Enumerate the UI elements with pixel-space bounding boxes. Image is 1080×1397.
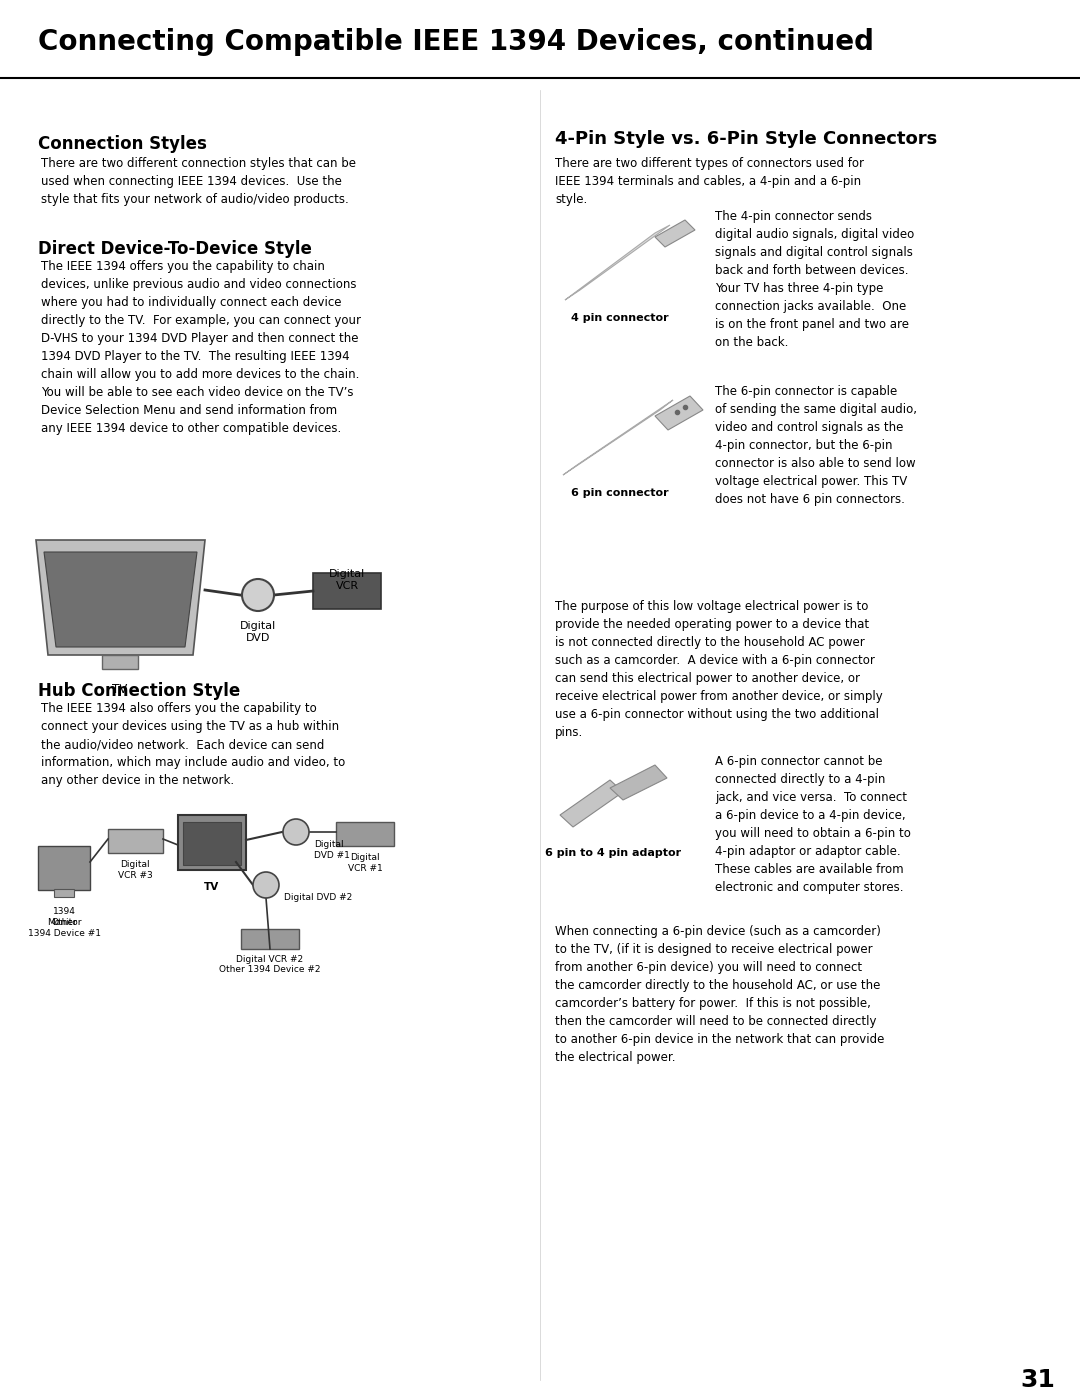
FancyBboxPatch shape	[108, 828, 163, 854]
FancyBboxPatch shape	[183, 821, 241, 865]
FancyBboxPatch shape	[178, 814, 246, 870]
FancyBboxPatch shape	[54, 888, 75, 897]
Text: The 6-pin connector is capable
of sending the same digital audio,
video and cont: The 6-pin connector is capable of sendin…	[715, 386, 917, 506]
Text: There are two different connection styles that can be
used when connecting IEEE : There are two different connection style…	[41, 156, 356, 205]
FancyBboxPatch shape	[336, 821, 394, 847]
Text: Other 1394 Device #2: Other 1394 Device #2	[219, 965, 321, 974]
Text: Hub Connection Style: Hub Connection Style	[38, 682, 240, 700]
Polygon shape	[36, 541, 205, 655]
Text: Connection Styles: Connection Styles	[38, 136, 207, 154]
FancyBboxPatch shape	[102, 655, 138, 669]
Circle shape	[242, 578, 274, 610]
Text: 4-Pin Style vs. 6-Pin Style Connectors: 4-Pin Style vs. 6-Pin Style Connectors	[555, 130, 937, 148]
Polygon shape	[561, 780, 623, 827]
Text: Connecting Compatible IEEE 1394 Devices, continued: Connecting Compatible IEEE 1394 Devices,…	[38, 28, 874, 56]
Text: 1394
Monitor: 1394 Monitor	[46, 907, 81, 928]
Text: 31: 31	[1021, 1368, 1055, 1391]
Polygon shape	[563, 400, 673, 475]
Text: Digital VCR #2: Digital VCR #2	[237, 956, 303, 964]
Text: Digital DVD #2: Digital DVD #2	[284, 893, 352, 902]
Text: TV: TV	[204, 882, 219, 893]
Text: Digital
VCR: Digital VCR	[329, 569, 365, 591]
Text: When connecting a 6-pin device (such as a camcorder)
to the TV, (if it is design: When connecting a 6-pin device (such as …	[555, 925, 885, 1065]
FancyBboxPatch shape	[38, 847, 90, 890]
Text: The IEEE 1394 also offers you the capability to
connect your devices using the T: The IEEE 1394 also offers you the capabi…	[41, 703, 346, 787]
Text: 6 pin connector: 6 pin connector	[571, 488, 669, 497]
Text: Digital
DVD #1: Digital DVD #1	[314, 840, 350, 861]
Text: The purpose of this low voltage electrical power is to
provide the needed operat: The purpose of this low voltage electric…	[555, 599, 882, 739]
Text: The IEEE 1394 offers you the capability to chain
devices, unlike previous audio : The IEEE 1394 offers you the capability …	[41, 260, 361, 434]
Text: 6 pin to 4 pin adaptor: 6 pin to 4 pin adaptor	[545, 848, 681, 858]
Polygon shape	[565, 225, 670, 300]
Text: Digital
VCR #3: Digital VCR #3	[118, 861, 152, 880]
Text: 4 pin connector: 4 pin connector	[571, 313, 669, 323]
Text: There are two different types of connectors used for
IEEE 1394 terminals and cab: There are two different types of connect…	[555, 156, 864, 205]
Circle shape	[283, 819, 309, 845]
Polygon shape	[654, 395, 703, 430]
Text: Other
1394 Device #1: Other 1394 Device #1	[27, 918, 100, 939]
FancyBboxPatch shape	[313, 573, 381, 609]
Circle shape	[253, 872, 279, 898]
Polygon shape	[610, 766, 667, 800]
Text: A 6-pin connector cannot be
connected directly to a 4-pin
jack, and vice versa. : A 6-pin connector cannot be connected di…	[715, 754, 910, 894]
Polygon shape	[44, 552, 197, 647]
Text: TV: TV	[112, 683, 127, 696]
Polygon shape	[654, 219, 696, 247]
Text: Digital
DVD: Digital DVD	[240, 622, 276, 644]
FancyBboxPatch shape	[241, 929, 299, 949]
Text: The 4-pin connector sends
digital audio signals, digital video
signals and digit: The 4-pin connector sends digital audio …	[715, 210, 915, 349]
Text: Direct Device-To-Device Style: Direct Device-To-Device Style	[38, 240, 312, 258]
Text: Digital
VCR #1: Digital VCR #1	[348, 854, 382, 873]
